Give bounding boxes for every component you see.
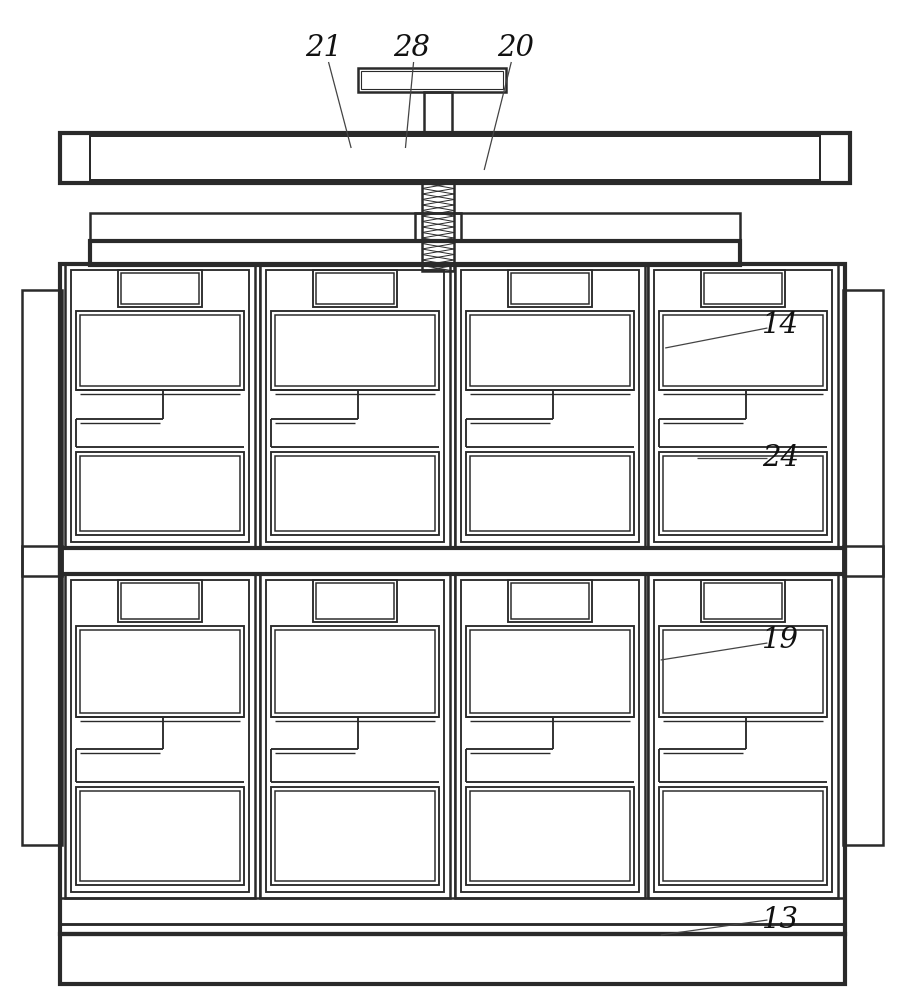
Bar (509, 580, 592, 622)
Bar (659, 452, 827, 535)
Bar (80, 630, 240, 713)
Bar (663, 315, 823, 386)
Bar (65, 264, 255, 548)
Bar (316, 273, 394, 304)
Bar (80, 315, 240, 386)
Bar (648, 574, 838, 898)
Bar (659, 787, 827, 885)
Bar (60, 898, 845, 924)
Bar (71, 580, 249, 892)
Bar (466, 311, 634, 390)
Bar (90, 213, 740, 241)
Bar (275, 456, 435, 531)
Bar (76, 626, 244, 717)
Bar (90, 136, 820, 180)
Bar (313, 580, 396, 622)
Bar (654, 270, 832, 542)
Text: 21: 21 (306, 34, 342, 62)
Bar (316, 583, 394, 619)
Text: 14: 14 (762, 311, 798, 339)
Bar (271, 452, 439, 535)
Text: 19: 19 (762, 626, 798, 654)
Bar (704, 583, 782, 619)
Bar (121, 583, 199, 619)
Bar (659, 311, 827, 390)
Bar (701, 270, 785, 307)
Bar (704, 273, 782, 304)
Bar (76, 452, 244, 535)
Bar (119, 270, 202, 307)
Bar (60, 133, 850, 183)
Bar (22, 546, 62, 576)
Bar (424, 92, 452, 134)
Bar (511, 583, 589, 619)
Bar (266, 580, 444, 892)
Bar (470, 791, 630, 881)
Bar (119, 580, 202, 622)
Bar (455, 574, 645, 898)
Text: 24: 24 (762, 444, 798, 472)
Bar (313, 270, 396, 307)
Bar (275, 791, 435, 881)
Bar (358, 68, 506, 92)
Bar (466, 787, 634, 885)
Bar (663, 791, 823, 881)
Bar (466, 626, 634, 717)
Text: 28: 28 (394, 34, 430, 62)
Bar (271, 626, 439, 717)
Bar (266, 270, 444, 542)
Bar (843, 290, 883, 845)
Bar (80, 791, 240, 881)
Bar (60, 264, 845, 934)
Bar (461, 580, 639, 892)
Bar (275, 630, 435, 713)
Bar (422, 183, 454, 271)
Bar (76, 311, 244, 390)
Bar (415, 213, 461, 241)
Bar (65, 574, 255, 898)
Bar (260, 574, 450, 898)
Bar (271, 787, 439, 885)
Bar (470, 630, 630, 713)
Text: 20: 20 (498, 34, 534, 62)
Bar (80, 456, 240, 531)
Bar (843, 546, 883, 576)
Bar (648, 264, 838, 548)
Bar (663, 630, 823, 713)
Bar (509, 270, 592, 307)
Bar (361, 71, 503, 89)
Bar (76, 787, 244, 885)
Text: 13: 13 (762, 906, 798, 934)
Bar (455, 264, 645, 548)
Bar (470, 456, 630, 531)
Bar (90, 241, 740, 265)
Bar (654, 580, 832, 892)
Bar (22, 290, 62, 845)
Bar (121, 273, 199, 304)
Bar (260, 264, 450, 548)
Bar (461, 270, 639, 542)
Bar (511, 273, 589, 304)
Bar (663, 456, 823, 531)
Bar (470, 315, 630, 386)
Bar (60, 548, 845, 574)
Bar (275, 315, 435, 386)
Bar (60, 924, 845, 934)
Bar (466, 452, 634, 535)
Bar (701, 580, 785, 622)
Bar (659, 626, 827, 717)
Bar (71, 270, 249, 542)
Bar (271, 311, 439, 390)
Bar (60, 934, 845, 984)
